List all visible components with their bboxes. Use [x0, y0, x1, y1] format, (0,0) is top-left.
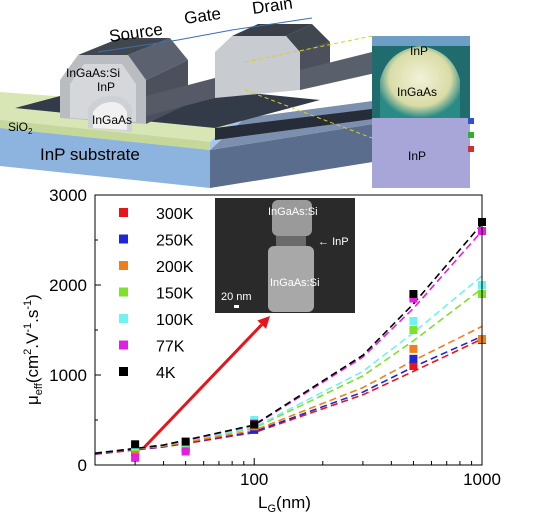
legend-marker-2: [119, 261, 128, 270]
point-6-1: [181, 437, 190, 446]
legend-marker-5: [119, 340, 128, 350]
fit-line-3: [94, 287, 483, 455]
y-tick-label-3: 3000: [49, 186, 87, 205]
legend-label-6: 4K: [156, 365, 176, 382]
legend-marker-4: [119, 314, 128, 323]
legend: 300K 250K 200K 150K 100K 77K 4K: [119, 206, 194, 382]
inset-scale-bar: [234, 305, 239, 308]
annotation-arrow: [143, 316, 270, 449]
point-3-3: [409, 326, 418, 334]
point-4-3: [409, 317, 418, 325]
inset-label-bottom: InGaAs:Si: [270, 277, 320, 289]
label-substrate: InP substrate: [40, 145, 140, 164]
x-tick-label-0: 100: [240, 470, 268, 489]
y-tick-label-1: 1000: [49, 366, 87, 385]
legend-label-1: 250K: [156, 233, 194, 250]
y-ticks: 0 1000 2000 3000: [49, 186, 101, 475]
inset-scale-label: 20 nm: [221, 291, 252, 303]
cross-section-image: InP InGaAs InP: [372, 36, 474, 188]
point-6-0: [131, 440, 140, 449]
y-axis-label: μeff(cm2.V-1.s-1): [22, 294, 45, 405]
legend-marker-1: [119, 234, 128, 244]
x-ticks: 100 1000: [94, 458, 501, 489]
legend-marker-6: [119, 367, 128, 376]
legend-marker-3: [119, 287, 128, 297]
legend-label-2: 200K: [156, 259, 194, 276]
point-0-3: [409, 362, 418, 370]
point-5-0: [131, 453, 140, 462]
label-ingaas: InGaAs: [92, 113, 132, 127]
xs-label-inp-bottom: InP: [408, 149, 426, 163]
point-1-3: [409, 354, 418, 363]
inset-image: InGaAs:Si ← InP InGaAs:Si 20 nm: [215, 198, 355, 313]
x-axis-label: LG(nm): [258, 493, 311, 515]
fit-line-2: [94, 325, 483, 455]
point-6-3: [409, 290, 418, 298]
legend-marker-0: [119, 208, 128, 217]
y-tick-label-0: 0: [78, 456, 87, 475]
device-diagram: Source Gate Drain InGaAs:Si InP InGaAs S…: [0, 0, 474, 188]
inset-label-top: InGaAs:Si: [268, 206, 318, 218]
point-5-3: [409, 294, 418, 303]
point-2-3: [409, 344, 418, 353]
legend-label-0: 300K: [156, 206, 194, 223]
xs-label-inp-top: InP: [410, 44, 428, 58]
fit-lines: [94, 223, 483, 455]
label-gate: Gate: [183, 4, 222, 28]
point-5-1: [181, 447, 190, 456]
legend-label-3: 150K: [156, 286, 194, 303]
x-tick-label-1: 1000: [463, 470, 501, 489]
label-ingaas-si: InGaAs:Si: [66, 66, 120, 80]
label-inp: InP: [97, 80, 115, 94]
fit-line-6: [94, 223, 483, 455]
xs-label-ingaas: InGaAs: [397, 85, 437, 99]
y-tick-label-2: 2000: [49, 276, 87, 295]
point-6-2: [250, 420, 259, 429]
label-sio2: SiO2: [8, 120, 33, 136]
legend-label-4: 100K: [156, 312, 194, 329]
inset-label-mid: ← InP: [318, 236, 349, 248]
legend-label-5: 77K: [156, 339, 185, 356]
label-drain: Drain: [251, 0, 294, 18]
